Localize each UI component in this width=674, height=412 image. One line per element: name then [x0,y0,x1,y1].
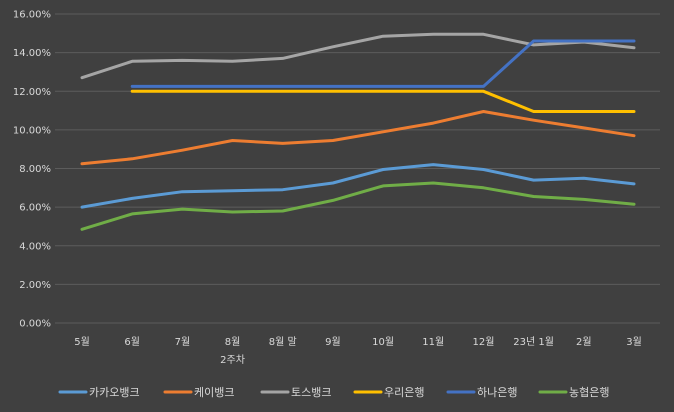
y-axis-ticks: 0.00% 2.00% 4.00% 6.00% 8.00% 10.00% 12.00% 14.… [13,10,51,330]
x-tick-label: 5월 [74,336,90,348]
x-tick-label: 3월 [626,336,642,348]
y-tick-label: 10.00% [13,125,51,136]
series-lines [80,32,636,231]
y-tick-label: 16.00% [13,10,51,21]
x-tick-label: 6월 [124,336,140,348]
series-line [80,32,636,80]
y-tick-label: 2.00% [19,280,51,291]
series-line [80,110,636,166]
y-tick-label: 4.00% [19,241,51,252]
x-tick-label: 7월 [175,336,191,348]
y-tick-label: 8.00% [19,164,51,175]
x-tick-label: 10월 [372,336,394,348]
legend-label: 케이뱅크 [194,386,234,399]
series-line [80,163,636,209]
x-tick-label: 23년 1월 [513,336,554,348]
x-tick-label: 2월 [576,336,592,348]
series-line [130,39,636,88]
x-tick-label: 8월 2주차 [220,336,245,366]
x-tick-label: 9월 [325,336,341,348]
series-line [80,181,636,231]
y-tick-label: 12.00% [13,87,51,98]
legend-label: 우리은행 [384,386,424,399]
legend-label: 농협은행 [569,386,609,399]
legend-label: 하나은행 [477,385,517,399]
legend-label: 카카오뱅크 [89,386,140,399]
y-tick-label: 14.00% [13,48,51,59]
x-tick-label: 12월 [472,336,494,348]
legend: 카카오뱅크 케이뱅크 토스뱅크 우리은행 하나은행 농협은행 [58,385,609,399]
y-tick-label: 6.00% [19,203,51,214]
series-line [130,89,636,113]
x-axis-ticks: 5월 6월 7월 8월 2주차 8월 말 9월 10월 11월 12월 23년 1월 2월 3월 [74,336,642,366]
y-tick-label: 0.00% [19,319,51,330]
x-tick-label: 11월 [422,336,444,348]
x-tick-label: 8월 말 [269,336,297,348]
legend-label: 토스뱅크 [291,386,331,399]
